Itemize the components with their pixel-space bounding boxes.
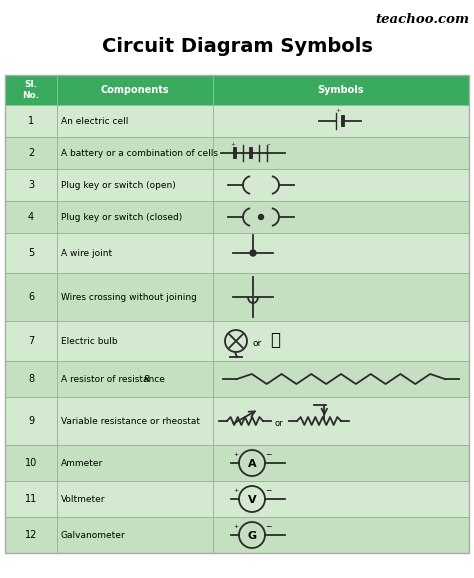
Text: 1: 1 <box>28 116 34 126</box>
Text: or: or <box>275 418 283 428</box>
Circle shape <box>258 214 264 220</box>
Text: +: + <box>233 524 238 529</box>
Bar <box>5 445 469 481</box>
Text: Wires crossing without joining: Wires crossing without joining <box>61 292 197 302</box>
Text: Electric bulb: Electric bulb <box>61 336 118 346</box>
Bar <box>5 105 469 137</box>
Text: -: - <box>268 141 270 147</box>
Bar <box>5 481 469 517</box>
Circle shape <box>250 250 256 256</box>
Text: 12: 12 <box>25 530 37 540</box>
Text: 9: 9 <box>28 416 34 426</box>
Text: A: A <box>248 459 256 469</box>
Text: An electric cell: An electric cell <box>61 117 128 125</box>
Text: Plug key or switch (open): Plug key or switch (open) <box>61 180 176 190</box>
Text: 3: 3 <box>28 180 34 190</box>
Text: 11: 11 <box>25 494 37 504</box>
Text: A wire joint: A wire joint <box>61 249 112 258</box>
Text: +: + <box>233 488 238 494</box>
Text: Voltmeter: Voltmeter <box>61 495 106 503</box>
Text: −: − <box>265 487 271 495</box>
Bar <box>5 75 469 553</box>
Text: or: or <box>252 339 262 347</box>
Text: V: V <box>248 495 256 505</box>
Bar <box>5 273 469 321</box>
Bar <box>5 75 469 105</box>
Text: A resistor of resistance: A resistor of resistance <box>61 375 168 383</box>
Text: +: + <box>336 108 341 113</box>
Text: Ammeter: Ammeter <box>61 458 103 468</box>
Text: Symbols: Symbols <box>318 85 364 95</box>
Text: Variable resistance or rheostat: Variable resistance or rheostat <box>61 417 200 425</box>
Bar <box>5 201 469 233</box>
Bar <box>5 137 469 169</box>
Bar <box>5 517 469 553</box>
Text: teachoo.com: teachoo.com <box>375 13 469 26</box>
Text: +: + <box>233 453 238 458</box>
Text: A battery or a combination of cells: A battery or a combination of cells <box>61 149 218 157</box>
Text: 4: 4 <box>28 212 34 222</box>
Bar <box>5 361 469 397</box>
Text: 2: 2 <box>28 148 34 158</box>
Bar <box>5 233 469 273</box>
Text: Plug key or switch (closed): Plug key or switch (closed) <box>61 213 182 221</box>
Text: Sl.
No.: Sl. No. <box>22 80 39 100</box>
Text: 7: 7 <box>28 336 34 346</box>
Text: −: − <box>265 450 271 460</box>
Text: Galvanometer: Galvanometer <box>61 531 126 539</box>
Text: −: − <box>265 523 271 532</box>
Text: 5: 5 <box>28 248 34 258</box>
Text: +: + <box>231 142 236 146</box>
Text: G: G <box>247 531 256 541</box>
Text: 💡: 💡 <box>270 331 280 349</box>
Bar <box>5 321 469 361</box>
Bar <box>5 169 469 201</box>
Text: Components: Components <box>100 85 169 95</box>
Text: 8: 8 <box>28 374 34 384</box>
Text: 10: 10 <box>25 458 37 468</box>
Text: Circuit Diagram Symbols: Circuit Diagram Symbols <box>101 38 373 57</box>
Bar <box>5 397 469 445</box>
Text: R: R <box>144 375 150 383</box>
Text: 6: 6 <box>28 292 34 302</box>
